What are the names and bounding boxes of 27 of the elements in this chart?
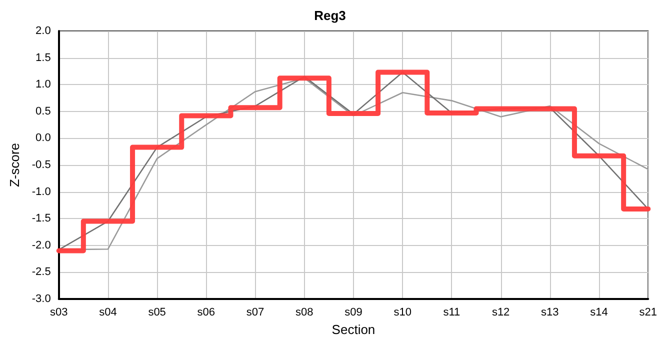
x-axis-title: Section <box>332 322 376 337</box>
y-axis-title: Z-score <box>7 142 22 188</box>
x-tick-label: s09 <box>344 306 362 318</box>
x-tick-label: s06 <box>197 306 216 318</box>
y-tick-label: -1.5 <box>32 212 51 225</box>
y-tick-label: -1.0 <box>32 186 51 198</box>
y-tick-label: -2.5 <box>32 266 51 278</box>
x-tick-label: s11 <box>443 306 460 318</box>
x-tick-label: s12 <box>492 306 510 318</box>
y-tick-label: 2.0 <box>36 25 51 37</box>
y-tick-label: 1.0 <box>36 78 51 91</box>
y-tick-label: -0.5 <box>32 159 51 171</box>
y-tick-label: 1.5 <box>36 52 51 64</box>
x-tick-label: s04 <box>99 306 117 318</box>
y-tick-label: -2.0 <box>32 239 51 252</box>
chart-title: Reg3 <box>314 8 346 23</box>
x-tick-label: s05 <box>148 306 166 318</box>
x-tick-label: s03 <box>50 306 68 318</box>
x-tick-label: s13 <box>541 306 559 318</box>
x-tick-label: s07 <box>246 306 264 318</box>
y-tick-label: -3.0 <box>32 293 51 305</box>
x-tick-label: s10 <box>394 306 412 318</box>
x-tick-label: s21 <box>639 306 658 318</box>
x-tick-label: s14 <box>590 306 608 318</box>
y-tick-label: 0.5 <box>36 105 51 118</box>
y-tick-label: 0.0 <box>36 132 51 144</box>
x-tick-label: s08 <box>296 306 314 318</box>
